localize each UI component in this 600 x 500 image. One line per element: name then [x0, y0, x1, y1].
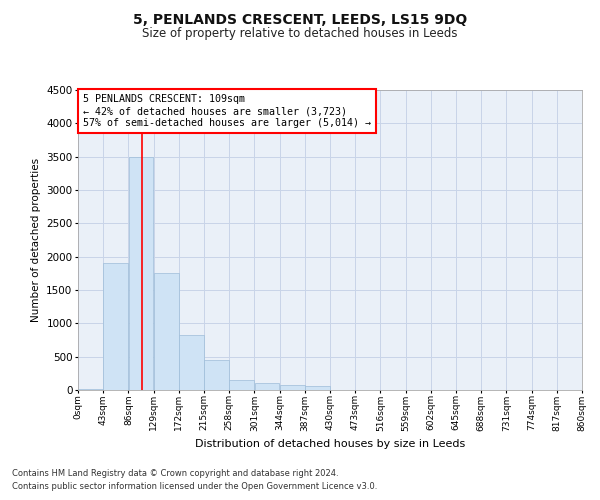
- Bar: [78, 388, 103, 390]
- Bar: [128, 156, 154, 390]
- Bar: [305, 386, 330, 390]
- Bar: [204, 360, 229, 390]
- Text: Contains public sector information licensed under the Open Government Licence v3: Contains public sector information licen…: [12, 482, 377, 491]
- Text: 5 PENLANDS CRESCENT: 109sqm
← 42% of detached houses are smaller (3,723)
57% of : 5 PENLANDS CRESCENT: 109sqm ← 42% of det…: [83, 94, 371, 128]
- Bar: [154, 274, 179, 390]
- Bar: [103, 264, 128, 390]
- Bar: [254, 384, 280, 390]
- Text: Contains HM Land Registry data © Crown copyright and database right 2024.: Contains HM Land Registry data © Crown c…: [12, 468, 338, 477]
- Y-axis label: Number of detached properties: Number of detached properties: [31, 158, 41, 322]
- Bar: [179, 334, 204, 390]
- X-axis label: Distribution of detached houses by size in Leeds: Distribution of detached houses by size …: [195, 439, 465, 449]
- Text: Size of property relative to detached houses in Leeds: Size of property relative to detached ho…: [142, 28, 458, 40]
- Bar: [280, 385, 305, 390]
- Bar: [229, 380, 254, 390]
- Text: 5, PENLANDS CRESCENT, LEEDS, LS15 9DQ: 5, PENLANDS CRESCENT, LEEDS, LS15 9DQ: [133, 12, 467, 26]
